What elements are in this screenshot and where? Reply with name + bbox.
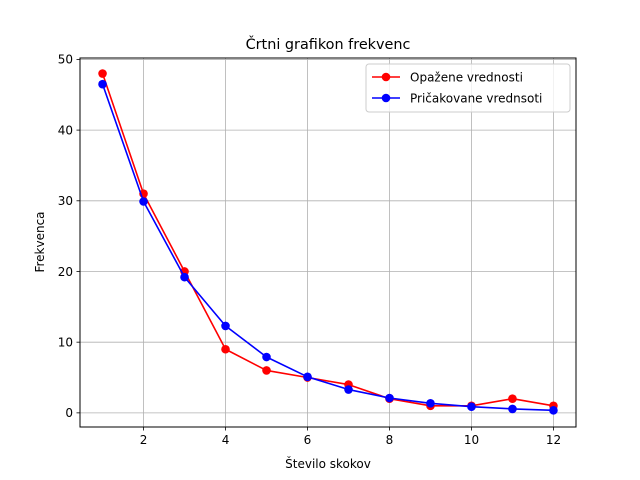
chart-title: Črtni grafikon frekvenc bbox=[246, 35, 411, 53]
legend-marker bbox=[381, 72, 391, 82]
x-tick-label: 2 bbox=[140, 433, 148, 447]
data-point bbox=[344, 385, 353, 394]
data-point bbox=[139, 197, 148, 206]
grid bbox=[80, 58, 576, 427]
data-point bbox=[98, 79, 107, 89]
data-point bbox=[467, 402, 476, 412]
data-point bbox=[549, 406, 558, 415]
y-axis-ticks: 0 10 20 30 40 50 bbox=[58, 53, 80, 420]
y-tick-label: 30 bbox=[58, 194, 73, 208]
y-tick-label: 10 bbox=[58, 335, 73, 349]
data-point bbox=[426, 399, 435, 408]
legend: Opažene vrednosti Pričakovane vrednsoti bbox=[365, 63, 571, 113]
data-point bbox=[221, 321, 230, 331]
x-tick-label: 12 bbox=[546, 433, 561, 447]
x-axis-label: Število skokov bbox=[285, 456, 371, 471]
series-2 bbox=[98, 79, 558, 415]
data-point bbox=[385, 393, 394, 403]
x-tick-label: 6 bbox=[304, 433, 312, 447]
legend-marker bbox=[381, 93, 391, 103]
data-point bbox=[180, 272, 189, 282]
y-tick-label: 50 bbox=[58, 53, 73, 67]
data-point bbox=[303, 372, 312, 382]
y-tick-label: 0 bbox=[65, 406, 73, 420]
legend-label: Pričakovane vrednsoti bbox=[410, 91, 542, 105]
y-tick-label: 40 bbox=[58, 123, 73, 137]
legend-label: Opažene vrednosti bbox=[410, 70, 523, 84]
data-point bbox=[262, 352, 271, 362]
x-tick-label: 8 bbox=[386, 433, 394, 447]
x-tick-label: 10 bbox=[464, 433, 479, 447]
data-point bbox=[98, 69, 107, 78]
series-line bbox=[101, 83, 554, 412]
y-axis-label: Frekvenca bbox=[33, 211, 47, 272]
data-point bbox=[262, 366, 271, 375]
legend-box bbox=[365, 63, 571, 113]
series-line bbox=[101, 73, 554, 407]
data-point bbox=[508, 394, 517, 404]
data-point bbox=[508, 404, 517, 414]
series-1 bbox=[98, 69, 558, 411]
data-point bbox=[221, 344, 230, 354]
plot-area bbox=[79, 57, 577, 428]
x-tick-label: 4 bbox=[222, 433, 230, 447]
x-axis-ticks: 2 4 6 8 10 12 bbox=[140, 427, 561, 447]
y-tick-label: 20 bbox=[58, 265, 73, 279]
series-group bbox=[98, 69, 558, 415]
